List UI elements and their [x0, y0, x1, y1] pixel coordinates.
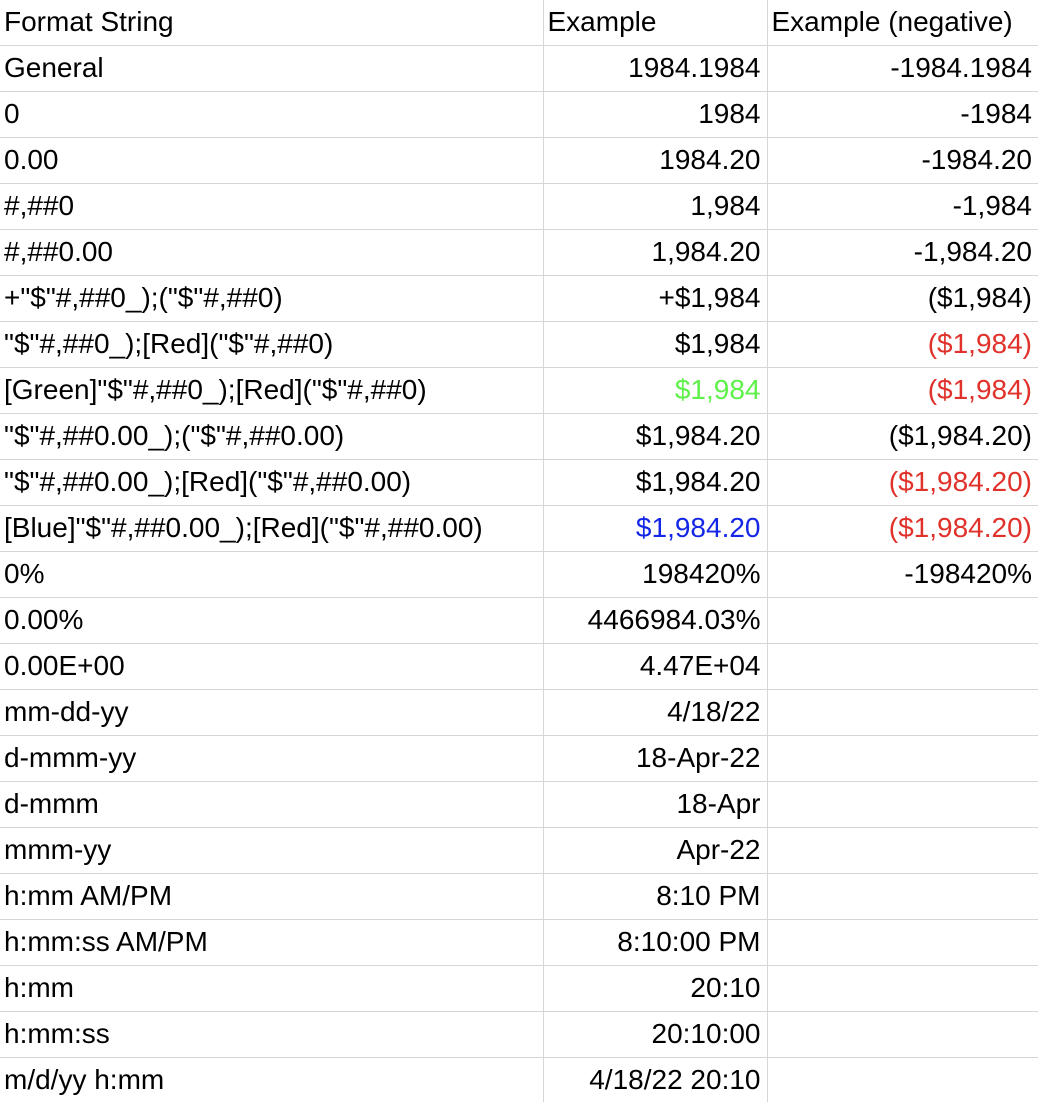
format-cell[interactable]: 0.00%	[0, 597, 544, 644]
negative-cell[interactable]: -1984.1984	[767, 45, 1038, 92]
format-cell[interactable]: d-mmm-yy	[0, 735, 544, 782]
negative-cell[interactable]: ($1,984)	[767, 321, 1038, 368]
example-cell[interactable]: Apr-22	[543, 827, 768, 874]
table-row: [Blue]"$"#,##0.00_);[Red]("$"#,##0.00) $…	[0, 505, 1038, 552]
table-row: "$"#,##0.00_);[Red]("$"#,##0.00) $1,984.…	[0, 459, 1038, 506]
negative-cell[interactable]	[767, 827, 1038, 874]
table-row: "$"#,##0_);[Red]("$"#,##0) $1,984 ($1,98…	[0, 321, 1038, 368]
table-row: h:mm:ss 20:10:00	[0, 1011, 1038, 1058]
example-cell[interactable]: 8:10:00 PM	[543, 919, 768, 966]
example-cell[interactable]: 20:10:00	[543, 1011, 768, 1058]
format-cell[interactable]: 0.00	[0, 137, 544, 184]
table-row: h:mm:ss AM/PM 8:10:00 PM	[0, 919, 1038, 966]
table-row: "$"#,##0.00_);("$"#,##0.00) $1,984.20 ($…	[0, 413, 1038, 460]
header-example-negative[interactable]: Example (negative)	[767, 0, 1038, 46]
format-cell[interactable]: General	[0, 45, 544, 92]
example-cell[interactable]: $1,984.20	[543, 505, 768, 552]
format-cell[interactable]: 0	[0, 91, 544, 138]
negative-cell[interactable]: -1984	[767, 91, 1038, 138]
negative-cell[interactable]: ($1,984.20)	[767, 505, 1038, 552]
negative-cell[interactable]: -1,984.20	[767, 229, 1038, 276]
example-cell[interactable]: 20:10	[543, 965, 768, 1012]
format-cell[interactable]: "$"#,##0_);[Red]("$"#,##0)	[0, 321, 544, 368]
table-row: 0.00 1984.20 -1984.20	[0, 137, 1038, 184]
example-cell[interactable]: 1984.1984	[543, 45, 768, 92]
negative-cell[interactable]: -198420%	[767, 551, 1038, 598]
format-cell[interactable]: d-mmm	[0, 781, 544, 828]
table-row: h:mm 20:10	[0, 965, 1038, 1012]
negative-cell[interactable]	[767, 1011, 1038, 1058]
header-format-string[interactable]: Format String	[0, 0, 544, 46]
format-cell[interactable]: 0%	[0, 551, 544, 598]
negative-cell[interactable]	[767, 1057, 1038, 1102]
table-row: d-mmm 18-Apr	[0, 781, 1038, 828]
format-cell[interactable]: [Blue]"$"#,##0.00_);[Red]("$"#,##0.00)	[0, 505, 544, 552]
format-cell[interactable]: h:mm AM/PM	[0, 873, 544, 920]
example-cell[interactable]: 1,984.20	[543, 229, 768, 276]
format-cell[interactable]: mm-dd-yy	[0, 689, 544, 736]
table-row: 0.00E+00 4.47E+04	[0, 643, 1038, 690]
header-row: Format String Example Example (negative)	[0, 0, 1038, 46]
example-cell[interactable]: $1,984.20	[543, 413, 768, 460]
table-row: General 1984.1984 -1984.1984	[0, 45, 1038, 92]
table-row: mm-dd-yy 4/18/22	[0, 689, 1038, 736]
example-cell[interactable]: 8:10 PM	[543, 873, 768, 920]
example-cell[interactable]: 4/18/22	[543, 689, 768, 736]
example-cell[interactable]: $1,984	[543, 367, 768, 414]
example-cell[interactable]: +$1,984	[543, 275, 768, 322]
negative-cell[interactable]: -1,984	[767, 183, 1038, 230]
example-cell[interactable]: 198420%	[543, 551, 768, 598]
format-cell[interactable]: h:mm:ss AM/PM	[0, 919, 544, 966]
table-row: mmm-yy Apr-22	[0, 827, 1038, 874]
example-cell[interactable]: 4466984.03%	[543, 597, 768, 644]
example-cell[interactable]: 1,984	[543, 183, 768, 230]
table-row: [Green]"$"#,##0_);[Red]("$"#,##0) $1,984…	[0, 367, 1038, 414]
negative-cell[interactable]	[767, 873, 1038, 920]
table-row: d-mmm-yy 18-Apr-22	[0, 735, 1038, 782]
negative-cell[interactable]	[767, 689, 1038, 736]
header-example[interactable]: Example	[543, 0, 768, 46]
format-cell[interactable]: #,##0.00	[0, 229, 544, 276]
table-row: m/d/yy h:mm 4/18/22 20:10	[0, 1057, 1038, 1102]
format-cell[interactable]: [Green]"$"#,##0_);[Red]("$"#,##0)	[0, 367, 544, 414]
negative-cell[interactable]	[767, 919, 1038, 966]
format-cell[interactable]: "$"#,##0.00_);("$"#,##0.00)	[0, 413, 544, 460]
example-cell[interactable]: 4/18/22 20:10	[543, 1057, 768, 1102]
negative-cell[interactable]	[767, 781, 1038, 828]
table-row: #,##0.00 1,984.20 -1,984.20	[0, 229, 1038, 276]
format-cell[interactable]: #,##0	[0, 183, 544, 230]
example-cell[interactable]: 4.47E+04	[543, 643, 768, 690]
format-cell[interactable]: mmm-yy	[0, 827, 544, 874]
negative-cell[interactable]	[767, 643, 1038, 690]
negative-cell[interactable]: ($1,984.20)	[767, 459, 1038, 506]
example-cell[interactable]: 1984.20	[543, 137, 768, 184]
negative-cell[interactable]	[767, 735, 1038, 782]
table-row: #,##0 1,984 -1,984	[0, 183, 1038, 230]
negative-cell[interactable]	[767, 965, 1038, 1012]
example-cell[interactable]: $1,984.20	[543, 459, 768, 506]
table-row: 0 1984 -1984	[0, 91, 1038, 138]
table-row: 0% 198420% -198420%	[0, 551, 1038, 598]
example-cell[interactable]: 18-Apr	[543, 781, 768, 828]
example-cell[interactable]: $1,984	[543, 321, 768, 368]
format-cell[interactable]: "$"#,##0.00_);[Red]("$"#,##0.00)	[0, 459, 544, 506]
table-row: 0.00% 4466984.03%	[0, 597, 1038, 644]
format-cell[interactable]: h:mm	[0, 965, 544, 1012]
example-cell[interactable]: 1984	[543, 91, 768, 138]
negative-cell[interactable]: ($1,984.20)	[767, 413, 1038, 460]
negative-cell[interactable]: ($1,984)	[767, 367, 1038, 414]
negative-cell[interactable]	[767, 597, 1038, 644]
negative-cell[interactable]: -1984.20	[767, 137, 1038, 184]
format-cell[interactable]: 0.00E+00	[0, 643, 544, 690]
negative-cell[interactable]: ($1,984)	[767, 275, 1038, 322]
format-cell[interactable]: m/d/yy h:mm	[0, 1057, 544, 1102]
example-cell[interactable]: 18-Apr-22	[543, 735, 768, 782]
table-row: +"$"#,##0_);("$"#,##0) +$1,984 ($1,984)	[0, 275, 1038, 322]
format-cell[interactable]: +"$"#,##0_);("$"#,##0)	[0, 275, 544, 322]
format-cell[interactable]: h:mm:ss	[0, 1011, 544, 1058]
table-row: h:mm AM/PM 8:10 PM	[0, 873, 1038, 920]
